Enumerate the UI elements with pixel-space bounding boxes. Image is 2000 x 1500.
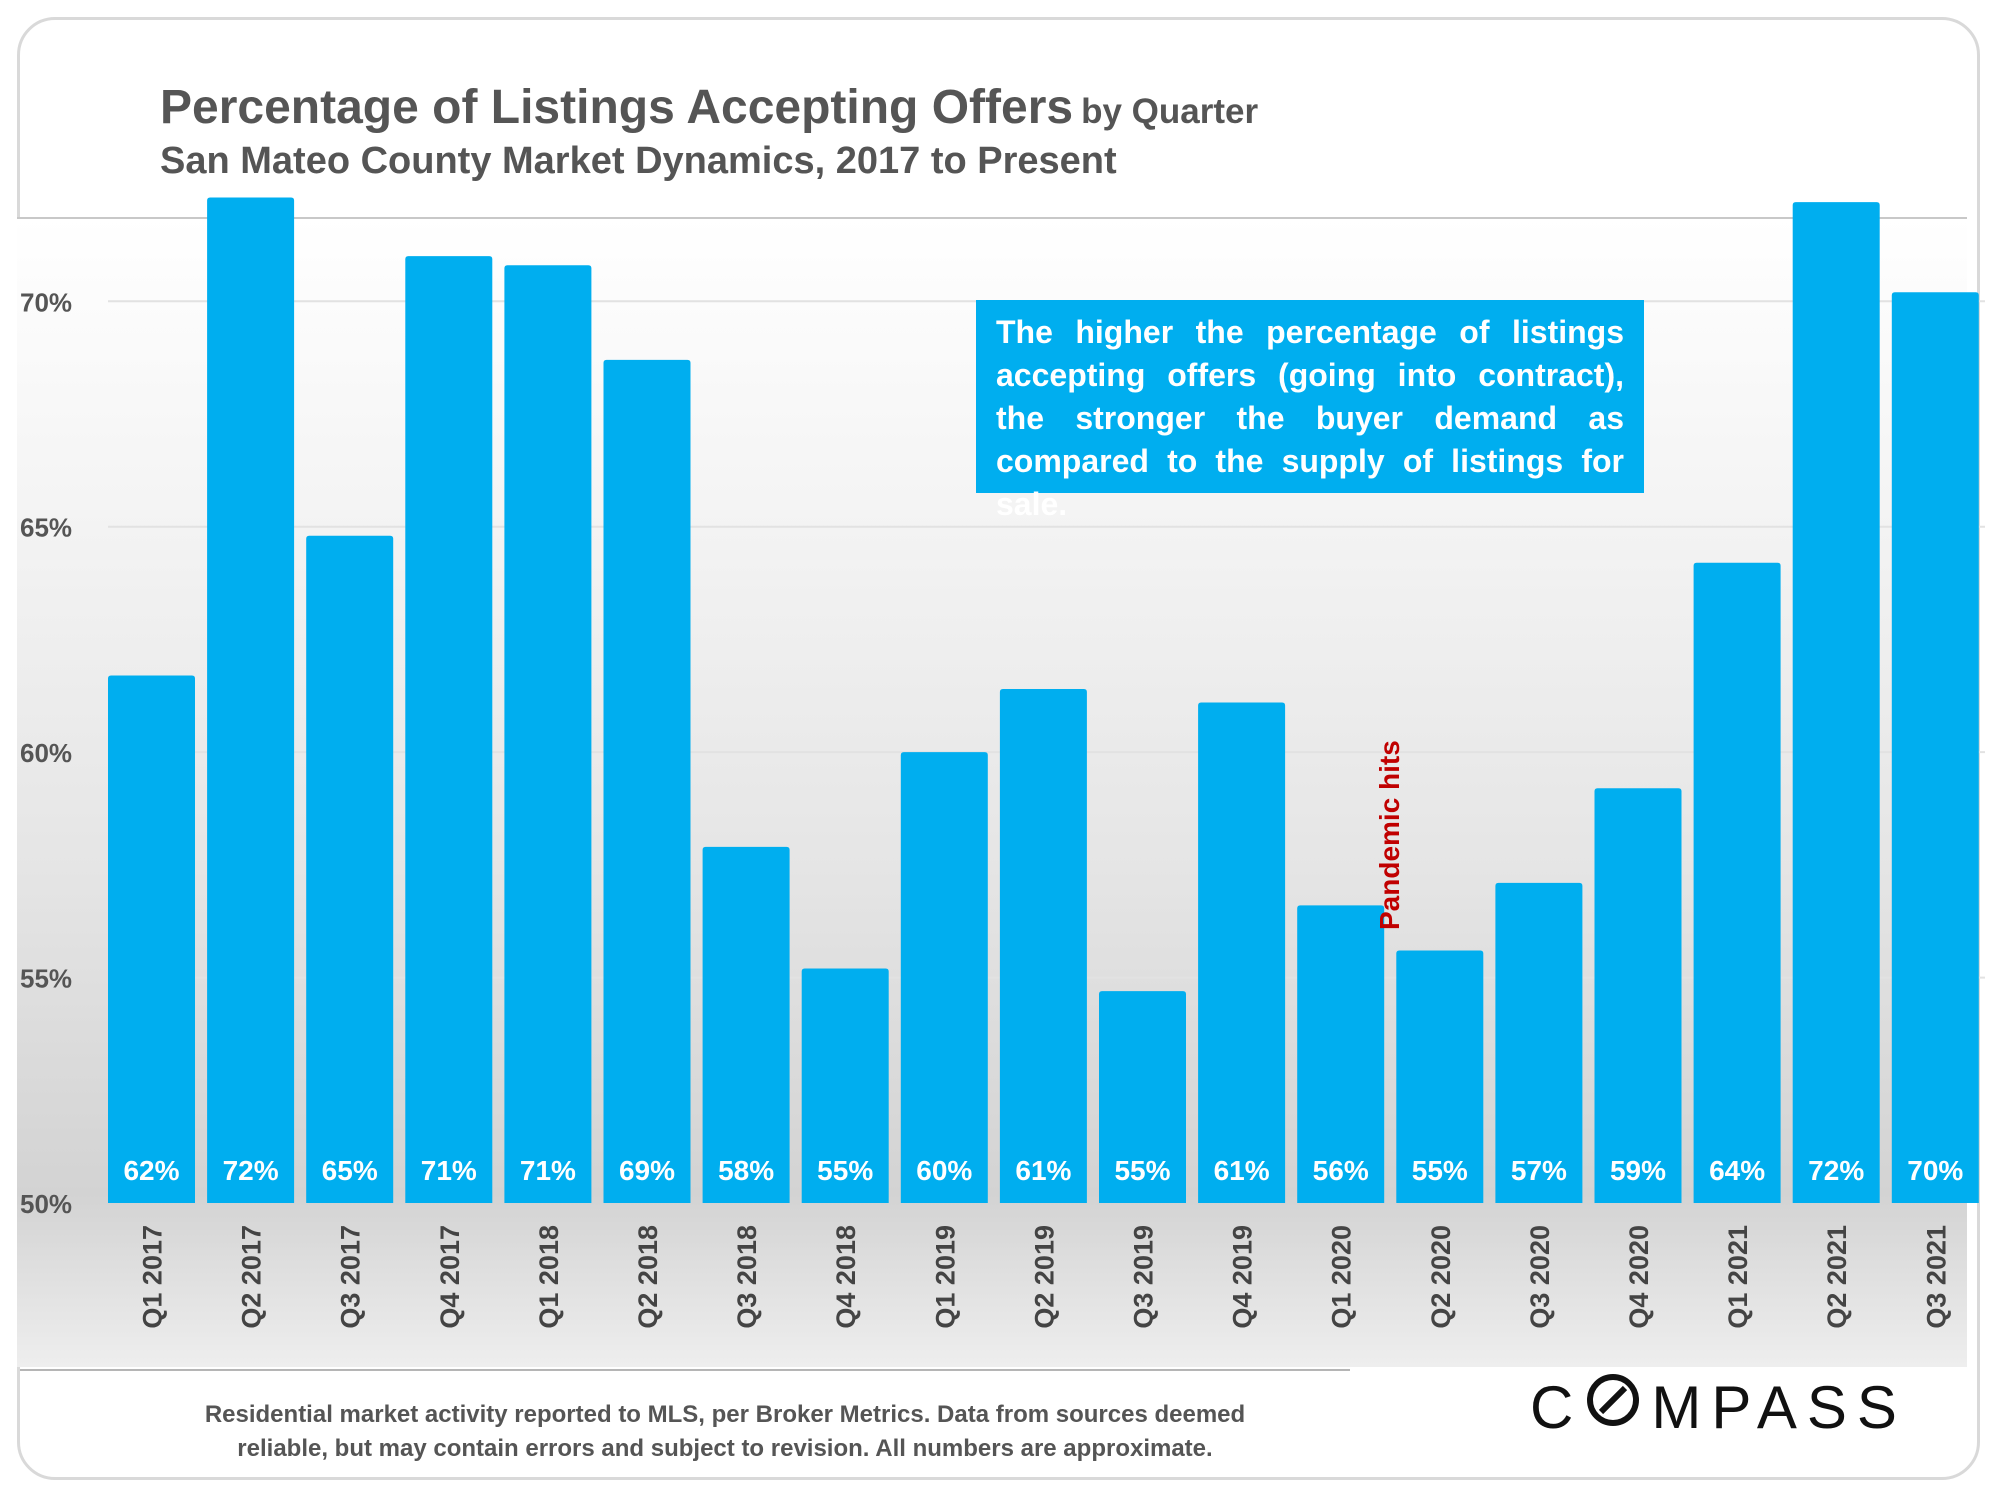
x-tick-label: Q1 2020 (1327, 1225, 1357, 1329)
logo-letters-mpass: MPASS (1651, 1373, 1907, 1441)
chart-subtitle: San Mateo County Market Dynamics, 2017 t… (160, 140, 1117, 182)
chart-title: Percentage of Listings Accepting Offers b… (160, 80, 1258, 135)
x-tick-label: Q4 2020 (1624, 1225, 1654, 1329)
footer-divider (20, 1369, 1350, 1371)
x-tick-label: Q4 2017 (435, 1225, 465, 1329)
bar-value-label: 59% (1610, 1155, 1666, 1186)
bar-value-label: 70% (1907, 1155, 1963, 1186)
bar (1396, 950, 1484, 1203)
x-tick-label: Q2 2019 (1029, 1225, 1059, 1329)
y-tick-label: 60% (20, 738, 72, 768)
x-tick-label: Q2 2021 (1822, 1225, 1852, 1329)
bar-value-label: 58% (718, 1155, 774, 1186)
bar (108, 675, 195, 1203)
bar-value-label: 55% (1114, 1155, 1170, 1186)
bar-value-label: 56% (1313, 1155, 1369, 1186)
x-tick-label: Q2 2020 (1426, 1225, 1456, 1329)
bar-value-label: 72% (223, 1155, 279, 1186)
x-tick-label: Q4 2018 (831, 1225, 861, 1329)
y-tick-label: 65% (20, 513, 72, 543)
footnote-line-2: reliable, but may contain errors and sub… (237, 1435, 1213, 1462)
bar-value-label: 61% (1214, 1155, 1270, 1186)
bar (702, 846, 790, 1203)
bar-value-label: 57% (1511, 1155, 1567, 1186)
bar-value-label: 69% (619, 1155, 675, 1186)
bar (1099, 991, 1186, 1203)
x-tick-label: Q3 2020 (1525, 1225, 1555, 1329)
bar (306, 535, 394, 1203)
bar-value-label: 64% (1709, 1155, 1765, 1186)
bar (603, 359, 691, 1203)
bar (1495, 882, 1583, 1203)
chart-title-main: Percentage of Listings Accepting Offers (160, 81, 1074, 134)
compass-logo: C MPASS (1530, 1372, 1907, 1442)
x-tick-label: Q4 2019 (1228, 1225, 1258, 1329)
bar (405, 256, 493, 1203)
bar (504, 265, 592, 1204)
header-divider (17, 217, 1967, 219)
chart-title-suffix: by Quarter (1081, 92, 1259, 131)
x-tick-label: Q2 2018 (633, 1225, 663, 1329)
x-tick-label: Q3 2017 (336, 1225, 366, 1329)
bar (1198, 702, 1286, 1203)
x-tick-label: Q1 2017 (138, 1225, 168, 1329)
bar (1297, 905, 1385, 1203)
y-tick-label: 70% (20, 287, 72, 317)
bar (1891, 292, 1979, 1203)
bar-value-label: 62% (123, 1155, 179, 1186)
bar-value-label: 55% (1412, 1155, 1468, 1186)
pandemic-annotation: Pandemic hits (1374, 740, 1405, 930)
logo-letter-c: C (1530, 1373, 1584, 1441)
x-tick-label: Q3 2019 (1129, 1225, 1159, 1329)
x-tick-label: Q3 2021 (1921, 1225, 1951, 1329)
x-tick-label: Q1 2018 (534, 1225, 564, 1329)
bar-value-label: 61% (1015, 1155, 1071, 1186)
bar (900, 752, 988, 1203)
bar (999, 689, 1087, 1203)
bar (801, 968, 889, 1203)
bar (207, 197, 295, 1204)
x-tick-label: Q1 2019 (930, 1225, 960, 1329)
footnote-line-1: Residential market activity reported to … (204, 1401, 1246, 1428)
bar-value-label: 71% (421, 1155, 477, 1186)
x-tick-label: Q1 2021 (1723, 1225, 1753, 1329)
bar (1792, 202, 1880, 1203)
bar-value-label: 72% (1808, 1155, 1864, 1186)
bar (1693, 562, 1781, 1203)
bar-chart: 50% 55% 60% 65% 70% 62% Q1 2017 72% Q2 2017 65% Q3… (20, 197, 1985, 1329)
annotation-box: The higher the percentage of listings ac… (976, 300, 1644, 522)
bar-value-label: 60% (916, 1155, 972, 1186)
compass-o-icon (1585, 1372, 1641, 1442)
x-tick-label: Q3 2018 (732, 1225, 762, 1329)
footnote: Residential market activity reported to … (160, 1398, 1290, 1466)
y-tick-label: 55% (20, 964, 72, 994)
bar-value-label: 71% (520, 1155, 576, 1186)
bar-value-label: 65% (322, 1155, 378, 1186)
bar (1594, 788, 1682, 1203)
y-tick-label: 50% (20, 1189, 72, 1219)
bar-value-label: 55% (817, 1155, 873, 1186)
x-tick-label: Q2 2017 (237, 1225, 267, 1329)
